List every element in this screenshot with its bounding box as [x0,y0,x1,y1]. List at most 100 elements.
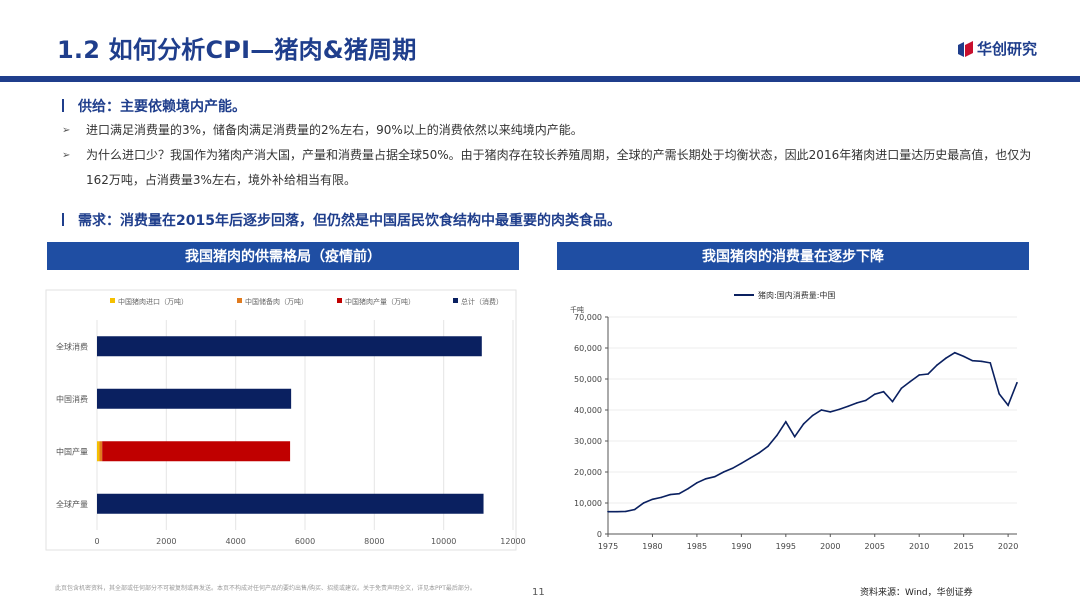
y-tick-label: 20,000 [574,468,602,477]
data-point [945,357,947,360]
bar-segment [102,441,291,462]
data-point [820,409,823,411]
data-point [696,482,698,484]
data-point [900,387,903,390]
y-tick-label: 10,000 [574,499,602,508]
data-point [989,362,992,364]
supply-heading: 供给：主要依赖境内产能。 [62,96,246,116]
y-category-label: 全球消费 [56,341,88,351]
x-tick-label: 2000 [820,542,840,551]
bar-segment [97,493,484,514]
right-panel-title: 我国猪肉的消费量在逐步下降 [557,242,1029,270]
x-tick-label: 0 [94,537,99,546]
data-point [713,475,716,478]
data-point [669,493,672,496]
data-point [776,434,778,437]
legend-label: 中国猪肉进口（万吨） [118,297,188,306]
heading-marker [62,99,64,112]
x-tick-label: 6000 [295,537,315,546]
data-point [767,445,769,448]
y-tick-label: 60,000 [574,344,602,353]
list-item: ➢ 进口满足消费量的3%，储备肉满足消费量的2%左右，90%以上的消费依然以来纯… [62,118,1042,143]
x-tick-label: 1985 [687,542,707,551]
logo-icon [958,40,973,57]
x-tick-label: 1980 [642,542,662,551]
data-point [962,355,965,358]
data-point [660,496,663,499]
y-axis-unit: 千吨 [570,305,584,314]
series-line [608,351,1018,513]
y-tick-label: 70,000 [574,313,602,322]
data-point [749,457,752,459]
data-point [873,393,876,395]
x-tick-label: 12000 [500,537,525,546]
data-point [927,373,929,375]
demand-heading: 需求：消费量在2015年后逐步回落，但仍然是中国居民饮食结构中最重要的肉类食品。 [62,210,621,230]
data-point [971,359,974,362]
data-point [642,502,645,504]
legend-label: 猪肉:国内消费量:中国 [758,290,835,300]
logo: 华创研究 [958,38,1037,59]
x-tick-label: 8000 [364,537,384,546]
data-point [678,492,680,495]
x-tick-label: 1975 [598,542,618,551]
data-point [705,478,707,480]
y-tick-label: 30,000 [574,437,602,446]
y-tick-label: 0 [597,530,602,539]
data-point [616,510,618,513]
bar-segment [99,441,103,462]
data-point [1007,404,1009,407]
data-point [838,408,840,411]
x-tick-label: 10000 [431,537,456,546]
data-point [740,462,743,465]
data-point [936,364,938,366]
disclaimer: 此页包含机密资料，其全部或任何部分不可被复制或再发送。本页不构成对任何产品的要约… [55,585,476,592]
x-tick-label: 2015 [953,542,973,551]
x-tick-label: 2010 [909,542,929,551]
data-point [953,351,956,354]
x-tick-label: 1995 [776,542,796,551]
bar-segment [97,336,482,357]
data-point [918,374,920,376]
arrow-bullet-icon: ➢ [62,150,71,161]
legend-label: 中国储备肉（万吨） [245,297,308,306]
left-panel-title: 我国猪肉的供需格局（疫情前） [47,242,519,270]
y-category-label: 中国产量 [56,446,88,456]
legend-swatch [337,298,342,303]
data-point [882,390,885,393]
data-point [891,400,894,403]
data-point [633,508,636,511]
legend-label: 中国猪肉产量（万吨） [345,297,415,306]
x-tick-label: 2005 [865,542,885,551]
arrow-bullet-icon: ➢ [62,125,71,136]
page-number: 11 [532,587,545,598]
chart-frame [45,289,517,551]
data-point [856,402,858,404]
data-point [758,451,760,454]
data-point [847,405,849,408]
x-tick-label: 2000 [156,537,176,546]
data-point [909,380,912,383]
data-point [793,435,796,438]
legend-swatch [110,298,115,303]
page-title: 1.2 如何分析CPI—猪肉&猪周期 [57,36,417,64]
data-point [1016,381,1018,384]
y-category-label: 中国消费 [56,394,88,404]
data-point [829,411,832,413]
x-tick-label: 1990 [731,542,751,551]
legend-swatch [453,298,458,303]
data-point [811,414,814,417]
supply-demand-bar-chart: 0 2000 4000 6000 8000 10000 12000 中国猪肉进口（万吨） 中国储… [45,289,526,551]
data-point [998,393,1001,395]
data-point [865,399,867,402]
data-point [785,420,787,423]
data-point [802,423,805,425]
list-item: ➢ 为什么进口少？我国作为猪肉产消大国，产量和消费量占据全球50%。由于猪肉存在… [62,143,1042,193]
source-note: 资料来源：Wind，华创证券 [860,588,973,598]
x-tick-label: 4000 [225,537,245,546]
data-point [607,510,609,513]
data-point [651,498,654,501]
data-point [980,360,983,363]
bar-segment [97,388,292,409]
